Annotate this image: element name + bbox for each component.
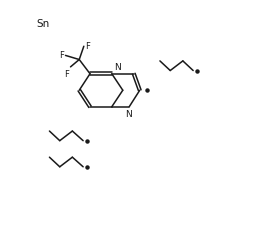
Text: F: F [59, 51, 64, 60]
Text: N: N [125, 109, 132, 119]
Text: F: F [85, 42, 90, 51]
Text: N: N [114, 63, 121, 72]
Text: Sn: Sn [37, 19, 50, 29]
Text: F: F [64, 69, 69, 78]
